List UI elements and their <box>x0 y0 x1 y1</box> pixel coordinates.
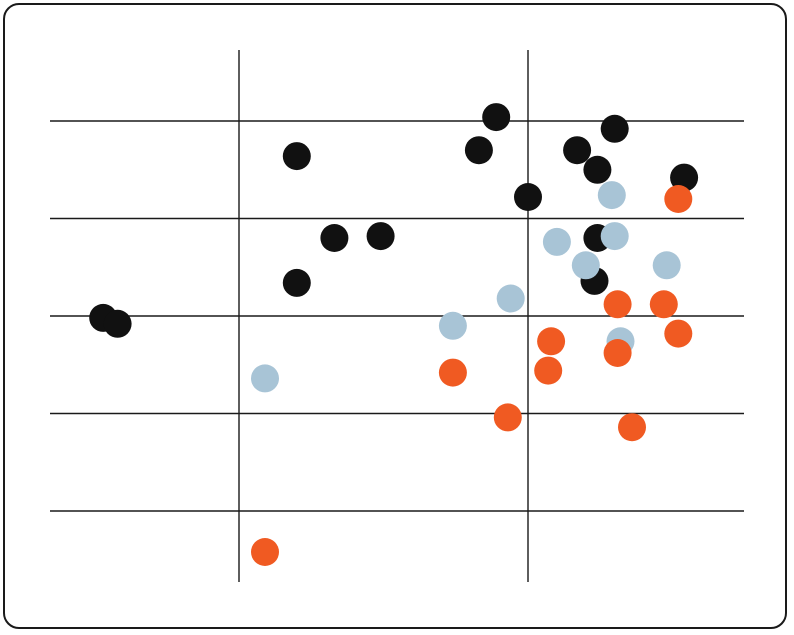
data-point-series-2-10 <box>618 413 646 442</box>
data-point-series-0-5 <box>366 222 395 251</box>
data-point-series-1-0 <box>251 364 279 393</box>
grid <box>50 50 744 582</box>
data-point-series-2-7 <box>649 290 678 319</box>
data-point-series-0-6 <box>482 103 511 132</box>
data-point-series-1-7 <box>652 251 681 280</box>
data-point-series-0-10 <box>600 114 629 143</box>
data-point-series-1-4 <box>571 251 600 280</box>
data-point-series-1-6 <box>597 181 626 210</box>
data-point-series-2-1 <box>438 358 467 387</box>
data-points <box>89 103 699 566</box>
data-point-series-0-4 <box>320 224 349 252</box>
data-point-series-2-2 <box>493 403 522 432</box>
data-point-series-1-2 <box>496 284 525 313</box>
data-point-series-0-2 <box>282 142 311 171</box>
data-point-series-1-1 <box>438 311 467 340</box>
data-point-series-0-11 <box>583 155 612 184</box>
data-point-series-0-8 <box>514 183 542 211</box>
data-point-series-0-1 <box>103 309 132 338</box>
data-point-series-2-0 <box>251 538 279 566</box>
data-point-series-0-7 <box>464 136 493 165</box>
data-point-series-2-6 <box>603 290 632 319</box>
data-point-series-2-8 <box>664 319 693 348</box>
data-point-series-1-3 <box>542 227 571 256</box>
data-point-series-0-3 <box>282 268 311 297</box>
data-point-series-0-12 <box>670 163 699 192</box>
data-point-series-0-9 <box>563 136 592 165</box>
data-point-series-2-3 <box>537 327 566 356</box>
data-point-series-2-9 <box>664 185 693 213</box>
data-point-series-1-5 <box>600 222 629 251</box>
data-point-series-2-5 <box>603 339 632 367</box>
data-point-series-2-4 <box>534 356 563 385</box>
